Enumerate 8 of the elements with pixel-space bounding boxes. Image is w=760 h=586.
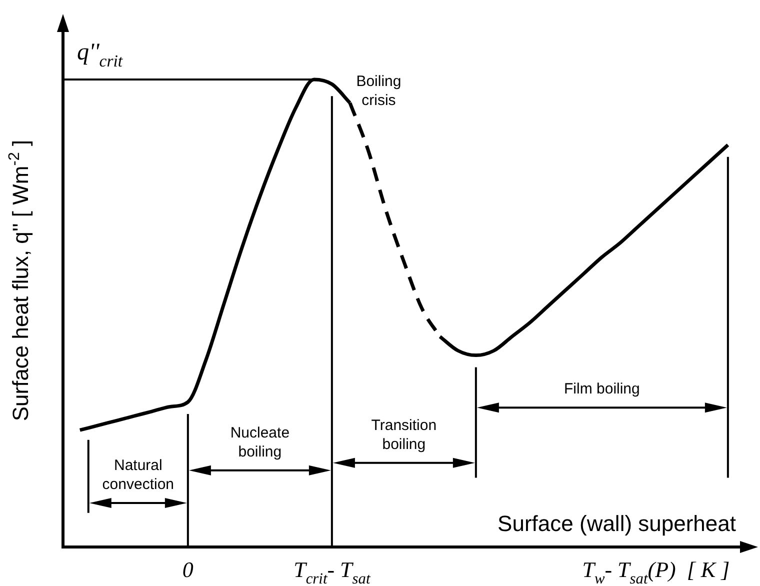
annotation: Transition boiling — [371, 416, 437, 453]
annotation: Natural convection — [102, 457, 174, 494]
annotation: Nucleate boiling — [230, 424, 290, 460]
y-axis-title: Surface heat flux, q'' [ Wm-2 ] — [6, 140, 33, 422]
annotation: Film boiling — [564, 380, 640, 398]
annotation: Boiling crisis — [356, 73, 402, 110]
x-axis-title: Surface (wall) superheat — [498, 511, 736, 536]
x-tick-label: 0 — [182, 557, 194, 582]
